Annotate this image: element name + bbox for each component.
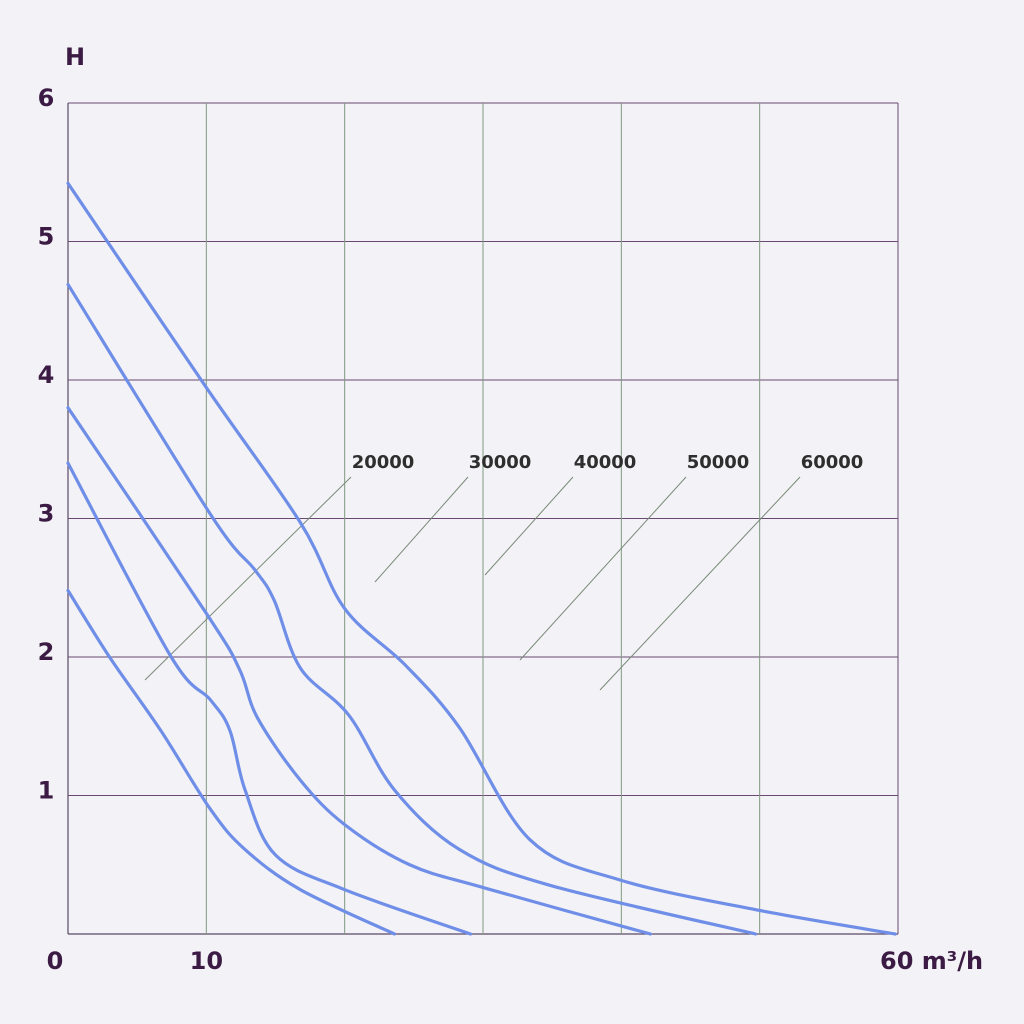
curve (66, 282, 758, 936)
curve (66, 406, 652, 936)
leader-line (144, 476, 352, 681)
curve-label: 20000 (352, 452, 415, 473)
leader-line (484, 476, 574, 576)
curve (66, 181, 897, 936)
leader-line (519, 476, 687, 661)
y-tick-label: 5 (38, 223, 55, 251)
y-axis-label: H (65, 43, 85, 71)
curve-label: 60000 (801, 452, 864, 473)
leader-line (599, 476, 801, 691)
x-tick-label: 10 (190, 947, 223, 975)
y-tick-label: 2 (38, 638, 55, 666)
curve (66, 461, 473, 936)
y-tick-label: 4 (38, 361, 55, 389)
curve (66, 588, 397, 936)
y-tick-label: 6 (38, 84, 55, 112)
y-tick-label: 3 (38, 500, 55, 528)
y-tick-label: 1 (38, 777, 55, 805)
curve-label: 30000 (469, 452, 532, 473)
curve-label: 40000 (574, 452, 637, 473)
curve-label: 50000 (687, 452, 750, 473)
x-tick-label: 0 (47, 947, 64, 975)
x-tick-label: 60 m³/h (880, 947, 983, 975)
leader-line (374, 476, 469, 583)
